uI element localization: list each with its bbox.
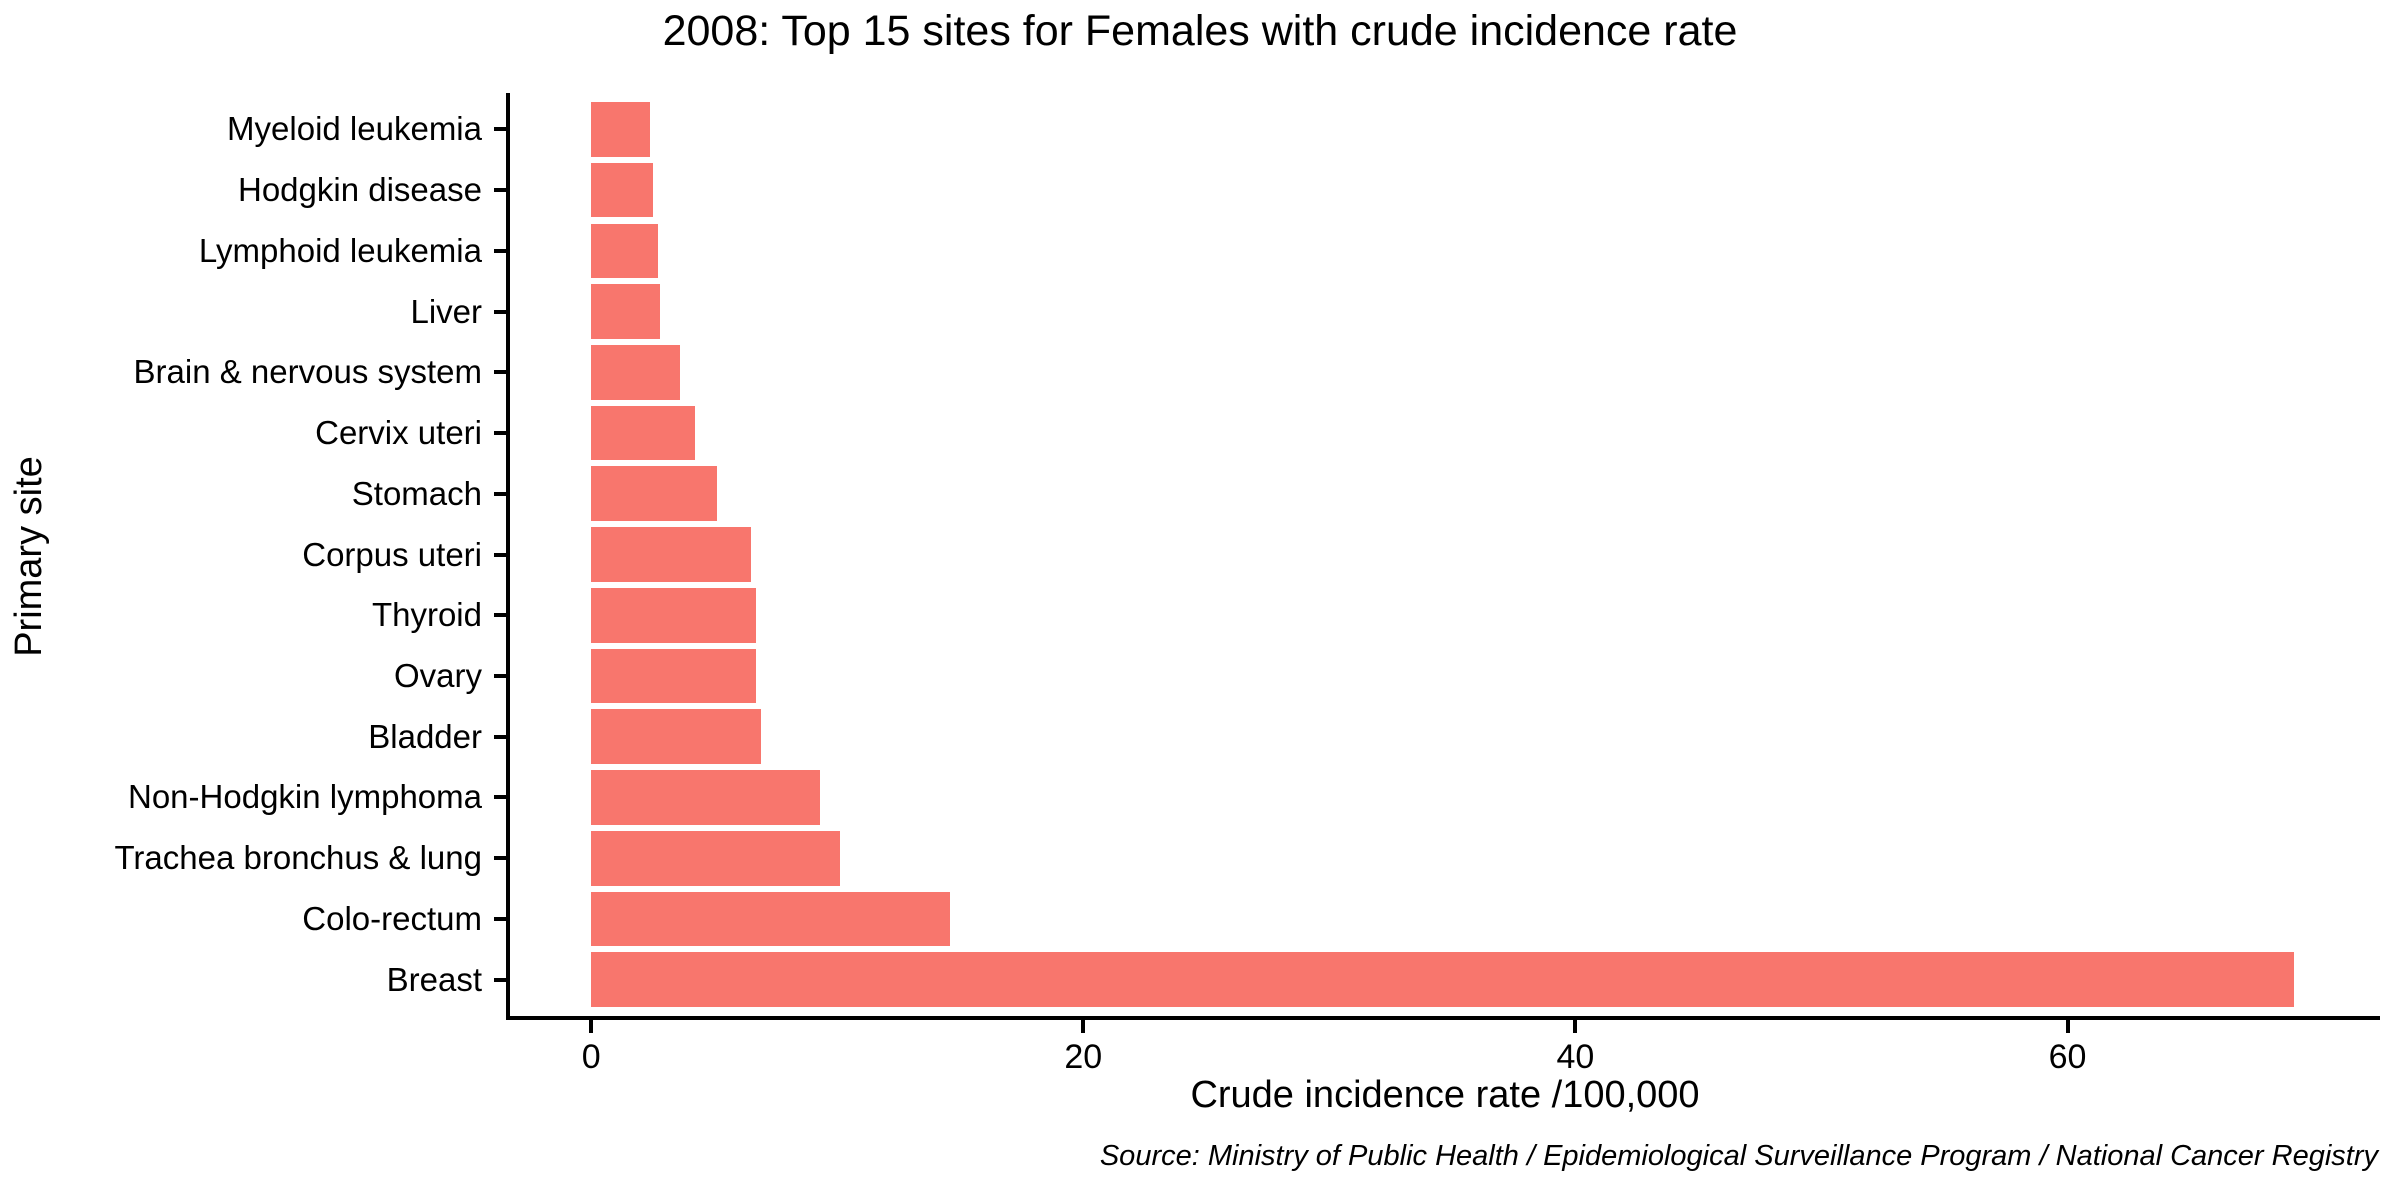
x-axis: 0 20 40 60 [510,1020,2380,1090]
bar-row [510,646,2380,707]
y-tick-row [494,99,506,160]
y-tick-mark [494,370,506,375]
x-tick-mark [1573,1020,1578,1033]
y-tick-mark [494,795,506,800]
bar [591,162,653,218]
bar [591,648,757,704]
bar-row [510,706,2380,767]
y-tick-label: Breast [386,960,482,998]
bar-row [510,585,2380,646]
x-tick-mark [589,1020,594,1033]
y-tick-label: Thyroid [371,596,482,634]
bar-row [510,889,2380,950]
y-tick-row [494,220,506,281]
y-tick-row [494,889,506,950]
y-tick-mark [494,552,506,557]
y-tick-row [494,281,506,342]
y-tick-label: Ovary [393,656,482,694]
y-tick-label: Hodgkin disease [238,171,482,209]
y-tick-label: Trachea bronchus & lung [114,839,483,877]
plot-panel [506,93,2380,1020]
x-axis-title: Crude incidence rate /100,000 [1190,1074,1700,1116]
bar-row [510,463,2380,524]
bar [591,891,951,947]
bar-row [510,949,2380,1010]
x-tick-label: 60 [2048,1038,2087,1076]
y-tick-label: Non-Hodgkin lymphoma [128,778,482,816]
bar [591,709,761,765]
bar [591,770,821,825]
y-tick-label: Myeloid leukemia [227,110,482,148]
y-tick-row [494,646,506,707]
y-tick-mark [494,188,506,193]
bar [591,527,752,582]
y-tick-row [494,160,506,221]
bar [591,952,2294,1007]
y-tick-mark [494,431,506,436]
bar-row [510,220,2380,281]
y-tick-mark [494,856,506,861]
y-tick-mark [494,613,506,618]
x-tick-label: 20 [1064,1038,1103,1076]
chart-title: 2008: Top 15 sites for Females with crud… [662,7,1738,55]
bar [591,466,717,522]
bar [591,587,757,643]
y-tick-row [494,342,506,403]
bar-row [510,828,2380,889]
y-tick-mark [494,673,506,678]
x-tick-label: 0 [581,1038,601,1076]
y-tick-mark [494,734,506,739]
y-tick-label: Colo-rectum [302,899,482,937]
y-tick-row [494,585,506,646]
y-axis-ticks [494,99,506,1010]
y-tick-label: Brain & nervous system [133,353,482,391]
y-tick-label: Cervix uteri [315,414,482,452]
x-tick-mark [2065,1020,2070,1033]
y-tick-row [494,767,506,828]
y-tick-mark [494,309,506,314]
bar-row [510,524,2380,585]
source-caption: Source: Ministry of Public Health / Epid… [1099,1140,2378,1172]
bar-row [510,342,2380,403]
y-tick-row [494,949,506,1010]
bar-row [510,99,2380,160]
y-tick-mark [494,491,506,496]
y-tick-label: Stomach [351,474,482,512]
y-tick-mark [494,977,506,982]
y-tick-label: Liver [410,292,482,330]
bar [591,344,680,400]
bar [591,405,695,461]
y-tick-row [494,828,506,889]
x-tick-label: 40 [1556,1038,1595,1076]
y-axis-labels: Myeloid leukemia Hodgkin disease Lymphoid … [0,99,483,1010]
y-tick-row [494,524,506,585]
y-tick-row [494,403,506,464]
y-tick-label: Bladder [368,717,482,755]
y-tick-mark [494,248,506,253]
y-tick-label: Lymphoid leukemia [198,231,482,269]
bar [591,830,840,886]
y-tick-row [494,706,506,767]
y-tick-label: Corpus uteri [302,535,482,573]
bar-rows [510,99,2380,1010]
bar [591,284,661,339]
y-tick-mark [494,916,506,921]
bar-row [510,160,2380,221]
x-tick-mark [1081,1020,1086,1033]
y-tick-row [494,463,506,524]
bar-row [510,403,2380,464]
bar-row [510,281,2380,342]
bar-row [510,767,2380,828]
bar [591,223,658,279]
y-tick-mark [494,127,506,132]
bar [591,102,651,157]
